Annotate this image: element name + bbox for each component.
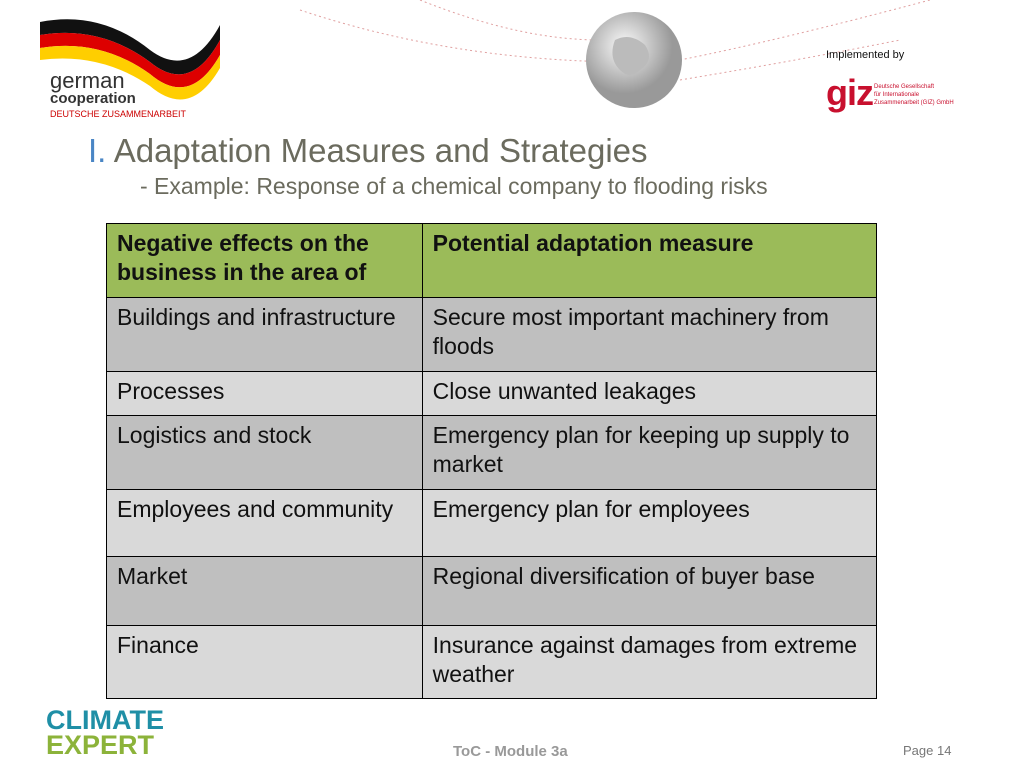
- implemented-by: Implemented by: [826, 49, 905, 61]
- table-row: Processes Close unwanted leakages: [106, 371, 878, 416]
- title-text: Adaptation Measures and Strategies: [113, 132, 648, 169]
- table-cell: Regional diversification of buyer base: [421, 556, 878, 626]
- table-row: Buildings and infrastructure Secure most …: [106, 297, 878, 372]
- table-cell: Processes: [106, 371, 423, 416]
- table-cell: Logistics and stock: [106, 415, 423, 490]
- table-cell: Market: [106, 556, 423, 626]
- header-cell: Negative effects on the business in the …: [106, 223, 423, 298]
- giz-line: für Internationale: [874, 92, 920, 98]
- table-row: Market Regional diversification of buyer …: [106, 556, 878, 626]
- partner-line: cooperation: [50, 90, 136, 107]
- partner-name: german: [50, 68, 125, 93]
- table-cell: Close unwanted leakages: [421, 371, 878, 416]
- header-row: Negative effects on the business in the …: [106, 223, 878, 298]
- climate-expert-logo: CLIMATE EXPERT: [46, 705, 164, 760]
- table-row: Finance Insurance against damages from ex…: [106, 625, 878, 699]
- header-cell: Potential adaptation measure: [421, 223, 878, 298]
- table-cell: Secure most important machinery from flo…: [421, 297, 878, 372]
- page-number: Page 14: [903, 743, 952, 758]
- table-cell: Employees and community: [106, 489, 423, 557]
- giz-line: Zusammenarbeit (GIZ) GmbH: [874, 100, 954, 106]
- giz-text: Deutsche Gesellschaft für Internationale…: [874, 83, 954, 107]
- module: ToC - Module 3a: [453, 743, 568, 760]
- partner-line: DEUTSCHE ZUSAMMENARBEIT: [50, 109, 187, 119]
- giz-logo: giz: [826, 72, 874, 113]
- table-cell: Emergency plan for employees: [421, 489, 878, 557]
- subtitle: - Example: Response of a chemical compan…: [140, 173, 768, 199]
- logo-line: CLIMATE: [46, 705, 164, 735]
- table-row: Logistics and stock Emergency plan for ke…: [106, 415, 878, 490]
- table-cell: Buildings and infrastructure: [106, 297, 423, 372]
- table-row: Employees and community Emergency plan fo…: [106, 489, 878, 557]
- title: I. Adaptation Measures and Strategies: [88, 132, 648, 170]
- table: Negative effects on the business in the …: [106, 223, 878, 699]
- giz-line: Deutsche Gesellschaft: [874, 84, 935, 90]
- slide-number: I.: [88, 132, 107, 169]
- table-cell: Emergency plan for keeping up supply to …: [421, 415, 878, 490]
- table-cell: Finance: [106, 625, 423, 699]
- header-graphics: [40, 0, 931, 108]
- logo-line: EXPERT: [46, 730, 155, 760]
- table-cell: Insurance against damages from extreme w…: [421, 625, 878, 699]
